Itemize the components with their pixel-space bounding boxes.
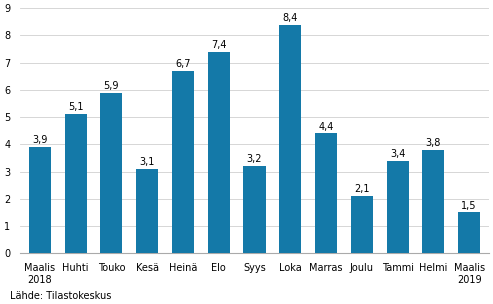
Bar: [315, 133, 337, 253]
Text: 3,8: 3,8: [425, 138, 441, 148]
Bar: [351, 196, 373, 253]
Text: 6,7: 6,7: [175, 59, 191, 69]
Text: 5,1: 5,1: [68, 102, 83, 112]
Text: 8,4: 8,4: [282, 12, 298, 22]
Bar: [244, 166, 266, 253]
Text: 7,4: 7,4: [211, 40, 226, 50]
Text: 3,1: 3,1: [140, 157, 155, 167]
Text: 3,2: 3,2: [246, 154, 262, 164]
Text: 5,9: 5,9: [104, 81, 119, 91]
Bar: [423, 150, 445, 253]
Bar: [387, 161, 409, 253]
Text: 1,5: 1,5: [461, 201, 477, 211]
Bar: [172, 71, 194, 253]
Bar: [65, 114, 87, 253]
Bar: [208, 52, 230, 253]
Bar: [279, 25, 301, 253]
Bar: [100, 93, 122, 253]
Text: 3,9: 3,9: [32, 135, 47, 145]
Text: 3,4: 3,4: [390, 149, 405, 159]
Text: 4,4: 4,4: [318, 122, 334, 132]
Bar: [458, 212, 480, 253]
Text: 2,1: 2,1: [354, 184, 370, 194]
Text: Lähde: Tilastokeskus: Lähde: Tilastokeskus: [10, 291, 111, 301]
Bar: [29, 147, 51, 253]
Bar: [136, 169, 158, 253]
